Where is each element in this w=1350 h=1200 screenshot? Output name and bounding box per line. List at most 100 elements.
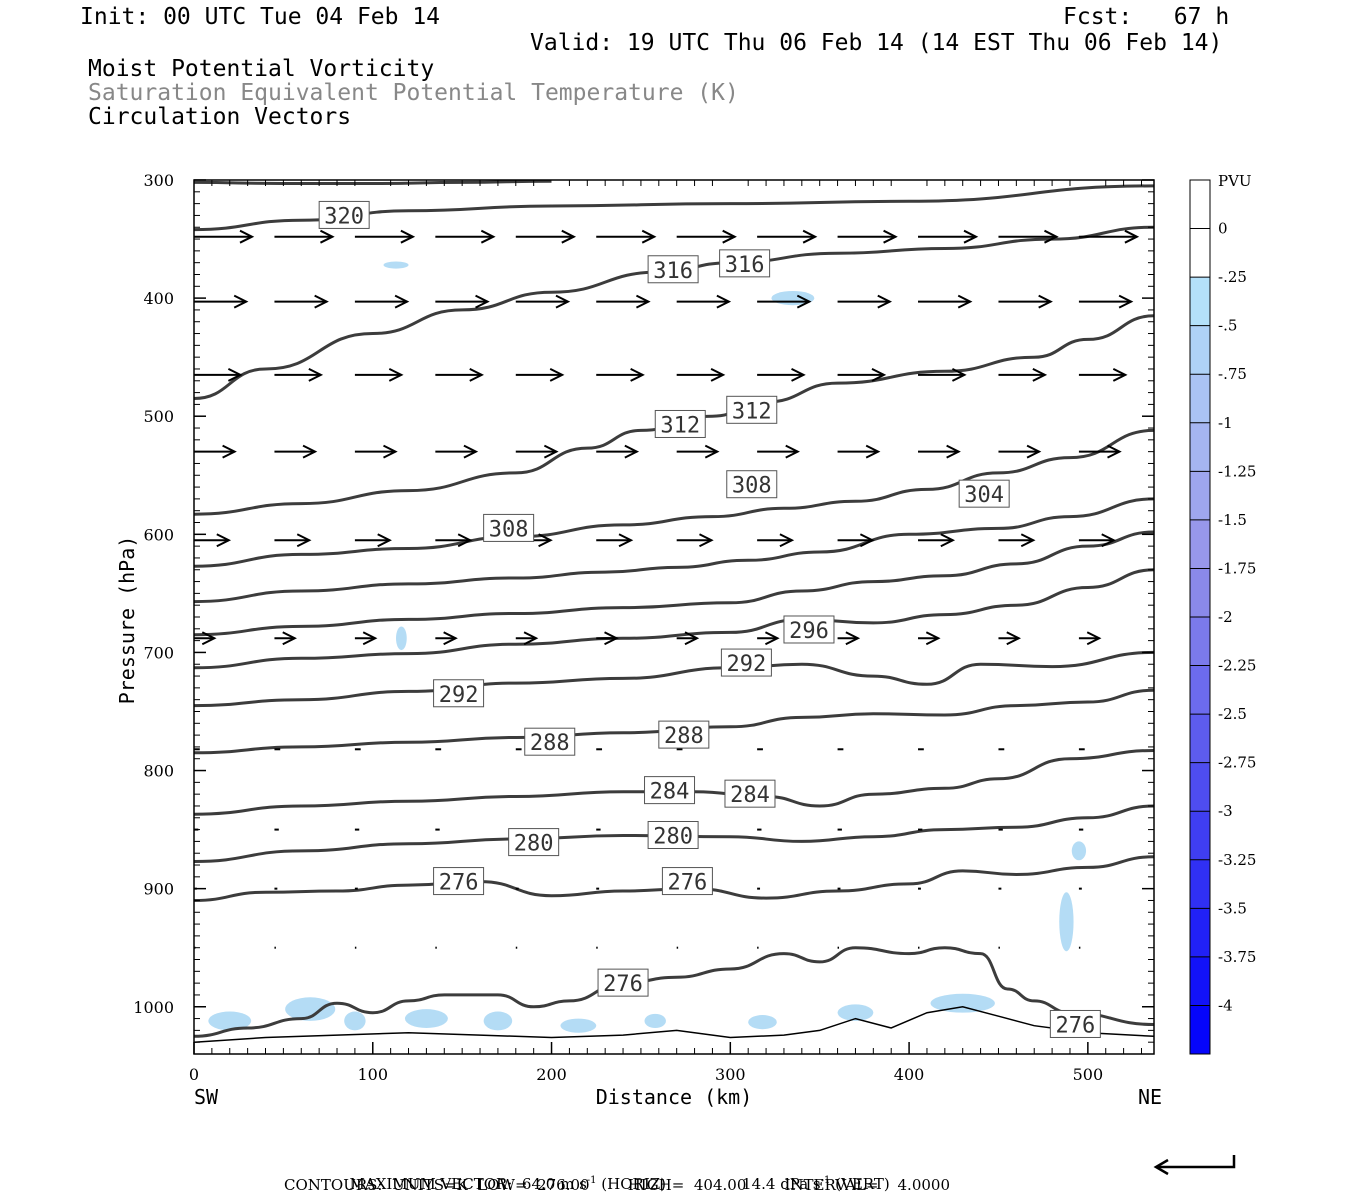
colorbar-label: -1.25 bbox=[1218, 462, 1256, 480]
vector-arrowhead bbox=[641, 229, 657, 244]
colorbar-bin bbox=[1190, 180, 1210, 230]
theta-es-contour-320 bbox=[193, 179, 552, 186]
vector-arrowhead bbox=[871, 367, 887, 382]
colorbar-bin bbox=[1190, 568, 1210, 618]
vector-arrowhead bbox=[314, 294, 329, 309]
vector-arrowhead bbox=[457, 533, 473, 548]
vector-arrowhead bbox=[1118, 294, 1134, 309]
vector-arrowhead bbox=[963, 229, 979, 244]
colorbar-bin bbox=[1190, 228, 1210, 278]
x-tick-label: 200 bbox=[536, 1065, 567, 1084]
vector-arrowhead bbox=[319, 229, 335, 244]
valid-time: Valid: 19 UTC Thu 06 Feb 14 (14 EST Thu … bbox=[530, 30, 1223, 56]
vector-arrowhead bbox=[383, 444, 398, 459]
vector-arrowhead bbox=[475, 294, 490, 309]
colorbar-bin bbox=[1190, 471, 1210, 521]
vector-arrowhead bbox=[400, 229, 416, 244]
y-tick-label: 800 bbox=[143, 762, 174, 781]
pv-patch bbox=[344, 1011, 366, 1031]
x-left-label: SW bbox=[194, 1085, 219, 1109]
colorbar-bin bbox=[1190, 277, 1210, 327]
contour-label: 288 bbox=[664, 724, 704, 749]
vector-arrowhead bbox=[1112, 367, 1128, 382]
y-tick-label: 700 bbox=[143, 643, 174, 662]
vector-arrowhead bbox=[865, 444, 881, 459]
pv-patch bbox=[383, 261, 409, 269]
contour-label-box bbox=[658, 720, 710, 749]
vector-arrowhead bbox=[684, 631, 700, 646]
contour-label: 292 bbox=[727, 652, 767, 677]
vector-arrowhead bbox=[779, 533, 795, 548]
pv-patch bbox=[208, 1011, 252, 1031]
contour-label: 276 bbox=[603, 972, 643, 997]
vector-arrowhead bbox=[239, 229, 255, 244]
colorbar-bin bbox=[1190, 908, 1210, 958]
colorbar-bin bbox=[1190, 956, 1210, 1006]
y-tick-label: 400 bbox=[143, 289, 174, 308]
vector-arrowhead bbox=[282, 631, 297, 646]
vector-arrowhead bbox=[394, 294, 410, 309]
colorbar-label: -3 bbox=[1218, 802, 1233, 820]
contour-label: 284 bbox=[730, 783, 770, 808]
axis-tick-layer: 0 100 200 300 400 500 300 400 500 600 700 800 900 100… bbox=[133, 171, 1154, 1084]
contour-label: 276 bbox=[439, 871, 479, 896]
contour-label: 276 bbox=[1055, 1013, 1095, 1038]
contour-label-box bbox=[661, 867, 713, 896]
contour-label-box bbox=[726, 470, 778, 499]
vector-arrowhead bbox=[946, 444, 961, 459]
vector-arrowhead bbox=[388, 367, 404, 382]
vector-arrowhead bbox=[377, 533, 392, 548]
pv-shading-layer bbox=[208, 261, 1087, 1033]
pv-colorbar: PVU 0 -.25 -.5 -.75 -1 -1.25 -1.5 -1.75 -2 -2.25 -2… bbox=[1189, 172, 1256, 1055]
vector-arrowhead bbox=[201, 631, 217, 646]
colorbar-bin bbox=[1190, 811, 1210, 861]
max-vector-horiz-suffix: (HORIZ) bbox=[596, 1175, 667, 1193]
pv-patch bbox=[483, 1011, 513, 1031]
y-tick-label: 900 bbox=[143, 880, 174, 899]
vector-arrowhead bbox=[543, 444, 559, 459]
theta-es-contour-276 bbox=[193, 946, 1155, 1038]
contour-label: 316 bbox=[653, 259, 693, 284]
vector-arrowhead bbox=[469, 367, 484, 382]
contour-label: 280 bbox=[514, 832, 554, 857]
max-vector-horiz: MAXIMUM VECTOR: 64.0 m s bbox=[349, 1175, 587, 1193]
theta-es-contour-316 bbox=[193, 225, 1155, 400]
max-vector-line: MAXIMUM VECTOR: 64.0 m s-1 (HORIZ) 14.4 d… bbox=[349, 1175, 890, 1193]
x-right-label: NE bbox=[1138, 1085, 1162, 1109]
colorbar-label: -2.75 bbox=[1218, 754, 1256, 772]
contour-label: 284 bbox=[650, 780, 690, 805]
field-title-pv: Moist Potential Vorticity bbox=[88, 56, 435, 82]
contour-label-box bbox=[318, 200, 370, 229]
colorbar-label: -.25 bbox=[1218, 268, 1247, 286]
vector-layer bbox=[194, 229, 1140, 949]
pv-patch bbox=[404, 1009, 448, 1029]
vector-arrowhead bbox=[1038, 294, 1053, 309]
vector-arrowhead bbox=[1086, 631, 1102, 646]
vector-arrowhead bbox=[710, 367, 726, 382]
vector-arrowhead bbox=[555, 294, 571, 309]
contour-label-box bbox=[483, 513, 535, 542]
contour-label-layer: 320 316 316 312 312 308 304 308 296 292 292 288 288 2… bbox=[318, 200, 1101, 1038]
colorbar-label: -2.25 bbox=[1218, 657, 1256, 675]
colorbar-bin bbox=[1190, 422, 1210, 472]
max-vector-vert-suffix: (VERT) bbox=[830, 1175, 890, 1193]
contour-label-box bbox=[644, 776, 696, 805]
colorbar-label: -2.5 bbox=[1218, 705, 1247, 723]
colorbar-bin bbox=[1190, 617, 1210, 667]
x-axis-title: Distance (km) bbox=[596, 1085, 753, 1109]
colorbar-title: PVU bbox=[1218, 172, 1252, 190]
pv-patch bbox=[560, 1018, 597, 1033]
contour-label-box bbox=[433, 679, 485, 708]
vector-arrowhead bbox=[549, 367, 565, 382]
x-tick-label: 500 bbox=[1073, 1065, 1104, 1084]
reference-vector-arrow bbox=[1153, 1155, 1236, 1176]
contour-label-box bbox=[597, 968, 649, 997]
vector-arrowhead bbox=[764, 631, 780, 646]
vector-arrowhead bbox=[699, 533, 714, 548]
colorbar-label: -1.75 bbox=[1218, 559, 1256, 577]
pv-patch bbox=[285, 997, 336, 1021]
vector-arrowhead bbox=[925, 631, 941, 646]
colorbar-bin bbox=[1190, 859, 1210, 909]
vector-arrowhead bbox=[618, 533, 634, 548]
colorbar-bin bbox=[1190, 1005, 1210, 1055]
